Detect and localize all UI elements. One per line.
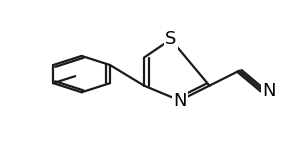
Text: N: N <box>173 92 187 110</box>
Text: N: N <box>262 82 276 100</box>
Text: S: S <box>165 30 176 48</box>
